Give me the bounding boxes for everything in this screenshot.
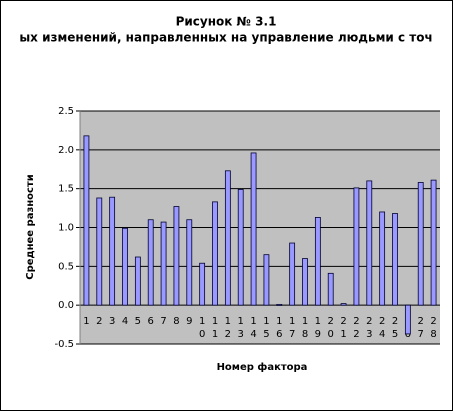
bar [289, 242, 296, 306]
bar [212, 201, 218, 306]
bar [250, 152, 257, 306]
bar [404, 304, 411, 335]
bar [263, 254, 270, 306]
bar [353, 187, 360, 306]
bar [237, 189, 244, 306]
y-tick-label: 2.5 [58, 106, 74, 117]
bar [134, 256, 141, 306]
bar [224, 170, 231, 306]
x-tick-label: 7 [160, 316, 166, 327]
y-tick-label: 2.0 [58, 145, 74, 156]
y-tick-label: 1.5 [58, 184, 74, 195]
x-tick-label: 6 [148, 316, 154, 327]
bar [276, 303, 283, 306]
bar [392, 213, 398, 306]
bar [327, 272, 334, 306]
bar [96, 197, 103, 306]
y-tick-label: 1.0 [58, 223, 74, 234]
bar [430, 179, 437, 306]
bar [147, 219, 154, 306]
x-tick-label: 8 [173, 316, 179, 327]
x-axis-title: Номер фактора [217, 361, 308, 373]
bar [122, 227, 128, 306]
bar [302, 258, 308, 306]
bar [379, 211, 386, 306]
bar [173, 206, 180, 306]
bar [199, 262, 206, 306]
x-tick-label: 2 [96, 316, 102, 327]
chart-title: Рисунок № 3.1 [176, 15, 277, 29]
y-axis-title: Среднее разности [25, 174, 36, 280]
bar [186, 219, 193, 306]
x-tick-label: 3 [109, 316, 115, 327]
y-tick-label: -0.5 [54, 339, 74, 350]
bar [340, 303, 347, 306]
bar [83, 135, 90, 306]
chart-subtitle: ых изменений, направленных на управление… [19, 31, 432, 45]
y-tick-label: 0.5 [58, 261, 74, 272]
bar [314, 217, 321, 306]
bar [366, 180, 373, 306]
x-tick-label: 4 [122, 316, 128, 327]
bar [109, 196, 116, 306]
x-tick-label: 1 [83, 316, 89, 327]
bar [417, 182, 424, 306]
bar [160, 221, 167, 306]
x-tick-label: 9 [186, 316, 192, 327]
y-tick-label: 0.0 [58, 300, 74, 311]
x-tick-label: 5 [135, 316, 141, 327]
